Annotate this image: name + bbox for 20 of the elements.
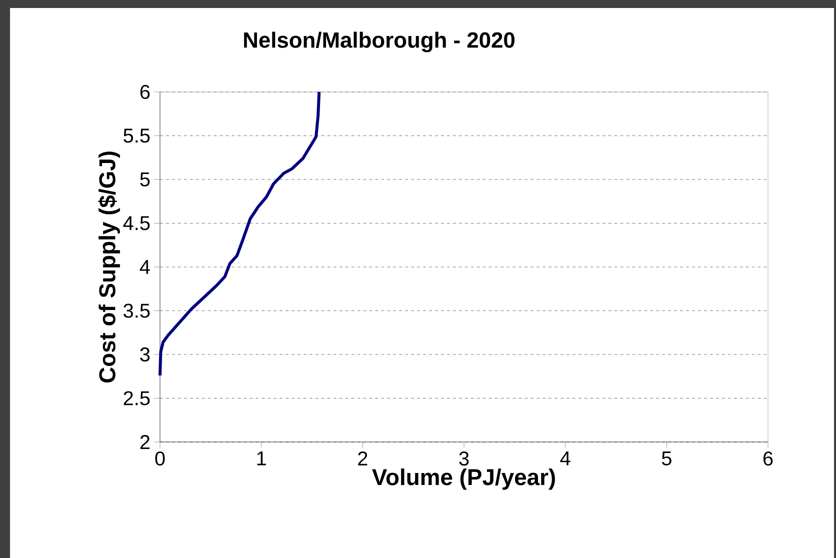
y-tick-label: 3: [140, 347, 150, 362]
y-tick-label: 6: [140, 84, 150, 100]
line-series: [158, 90, 321, 377]
x-tick-label: 2: [358, 452, 368, 466]
x-tick-label: 3: [459, 452, 469, 466]
y-tick-label: 5.5: [124, 128, 150, 143]
x-tick-label: 6: [763, 452, 773, 466]
y-tick-label: 3.5: [124, 304, 150, 318]
chart-title: Nelson/Malborough - 2020: [244, 32, 515, 52]
y-axis-title: Cost of Supply ($/GJ): [98, 152, 120, 383]
x-tick-label: 5: [662, 452, 672, 466]
x-tick-label: 4: [560, 452, 570, 466]
y-tick-label: 2: [140, 435, 150, 449]
y-tick-label: 4.5: [123, 216, 150, 230]
y-tick-label: 5: [140, 172, 150, 186]
x-tick-label: 1: [257, 452, 266, 466]
x-tick-label: 0: [155, 452, 165, 466]
y-tick-label: 4: [140, 260, 150, 274]
y-tick-label: 2.5: [124, 391, 150, 406]
x-axis-title: Volume (PJ/year): [372, 468, 555, 490]
